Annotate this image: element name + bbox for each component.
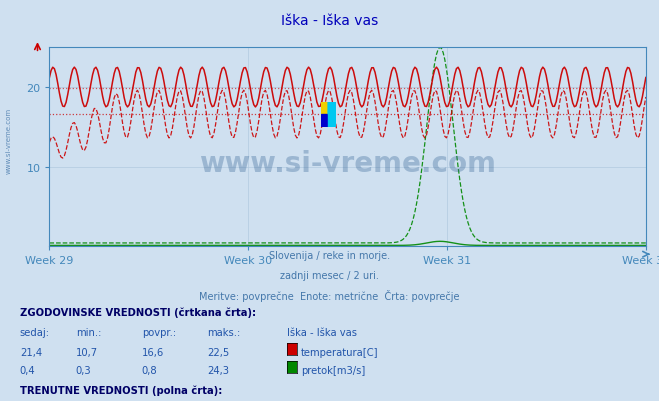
Bar [328,115,335,128]
Text: 16,6: 16,6 [142,347,164,357]
Bar [321,115,328,128]
Text: 22,5: 22,5 [208,347,230,357]
Polygon shape [328,103,335,115]
Text: 0,8: 0,8 [142,365,158,375]
Text: min.:: min.: [76,328,101,338]
Text: TRENUTNE VREDNOSTI (polna črta):: TRENUTNE VREDNOSTI (polna črta): [20,385,222,395]
Text: 0,3: 0,3 [76,365,92,375]
Polygon shape [328,103,335,115]
Text: temperatura[C]: temperatura[C] [301,347,379,357]
Text: maks.:: maks.: [208,328,241,338]
Text: 21,4: 21,4 [20,347,42,357]
Text: 0,4: 0,4 [20,365,36,375]
Text: Iška - Iška vas: Iška - Iška vas [281,14,378,28]
Text: Slovenija / reke in morje.: Slovenija / reke in morje. [269,251,390,261]
Text: www.si-vreme.com: www.si-vreme.com [5,107,12,173]
Text: Iška - Iška vas: Iška - Iška vas [287,328,357,338]
Text: zadnji mesec / 2 uri.: zadnji mesec / 2 uri. [280,270,379,280]
Text: ZGODOVINSKE VREDNOSTI (črtkana črta):: ZGODOVINSKE VREDNOSTI (črtkana črta): [20,307,256,317]
Text: 24,3: 24,3 [208,365,229,375]
Bar [328,103,335,115]
Text: Meritve: povprečne  Enote: metrične  Črta: povprečje: Meritve: povprečne Enote: metrične Črta:… [199,289,460,301]
Text: 10,7: 10,7 [76,347,98,357]
Text: www.si-vreme.com: www.si-vreme.com [199,149,496,177]
Text: sedaj:: sedaj: [20,328,50,338]
Text: povpr.:: povpr.: [142,328,176,338]
Bar [321,103,328,115]
Text: pretok[m3/s]: pretok[m3/s] [301,365,365,375]
